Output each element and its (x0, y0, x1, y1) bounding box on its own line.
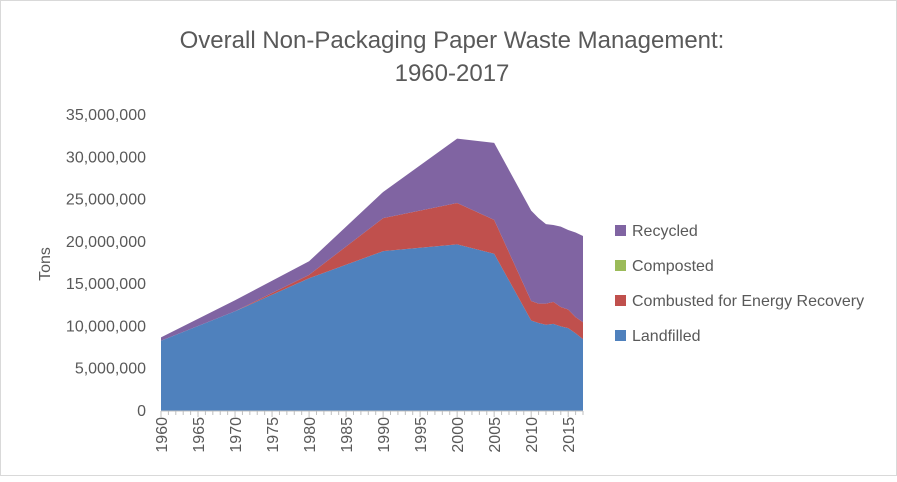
y-tick-label: 20,000,000 (66, 234, 146, 251)
plot-areas (161, 138, 583, 411)
legend: Recycled Composted Combusted for Energy Re… (615, 223, 864, 345)
x-tick-label: 1960 (154, 417, 171, 453)
legend-swatch-combusted-for-energy-recovery (615, 295, 626, 306)
y-ticks: 0 5,000,000 10,000,000 15,000,000 20,000,000… (66, 107, 146, 420)
y-tick-label: 30,000,000 (66, 149, 146, 166)
x-tick-label: 2015 (561, 417, 578, 453)
area-recycled (161, 138, 583, 341)
x-ticks: 1960 1965 1970 1975 1980 1985 1990 1995 2000 2005… (154, 411, 584, 453)
area-combusted-for-energy-recovery (161, 202, 583, 341)
y-tick-label: 5,000,000 (75, 361, 146, 378)
x-tick-label: 2005 (487, 417, 504, 453)
legend-label-landfilled: Landfilled (632, 328, 701, 345)
legend-label-composted: Composted (632, 258, 714, 275)
y-tick-label: 10,000,000 (66, 318, 146, 335)
x-tick-label: 1975 (265, 417, 282, 453)
x-tick-label: 2000 (450, 417, 467, 453)
x-tick-label: 1995 (413, 417, 430, 453)
legend-label-recycled: Recycled (632, 223, 698, 240)
y-tick-label: 15,000,000 (66, 276, 146, 293)
x-tick-label: 1965 (191, 417, 208, 453)
chart-title-line1: Overall Non-Packaging Paper Waste Manage… (180, 27, 725, 54)
x-tick-label: 1985 (339, 417, 356, 453)
y-tick-label: 0 (137, 403, 146, 420)
y-tick-label: 25,000,000 (66, 192, 146, 209)
legend-swatch-landfilled (615, 330, 626, 341)
x-tick-label: 2010 (524, 417, 541, 453)
y-tick-label: 35,000,000 (66, 107, 146, 124)
y-axis-label: Tons (37, 247, 54, 281)
x-tick-label: 1990 (376, 417, 393, 453)
legend-swatch-composted (615, 260, 626, 271)
x-tick-label: 1980 (302, 417, 319, 453)
chart-title-line2: 1960-2017 (395, 60, 510, 87)
legend-swatch-recycled (615, 225, 626, 236)
legend-label-combusted-for-energy-recovery: Combusted for Energy Recovery (632, 293, 864, 310)
area-landfilled (161, 244, 583, 411)
x-tick-label: 1970 (228, 417, 245, 453)
